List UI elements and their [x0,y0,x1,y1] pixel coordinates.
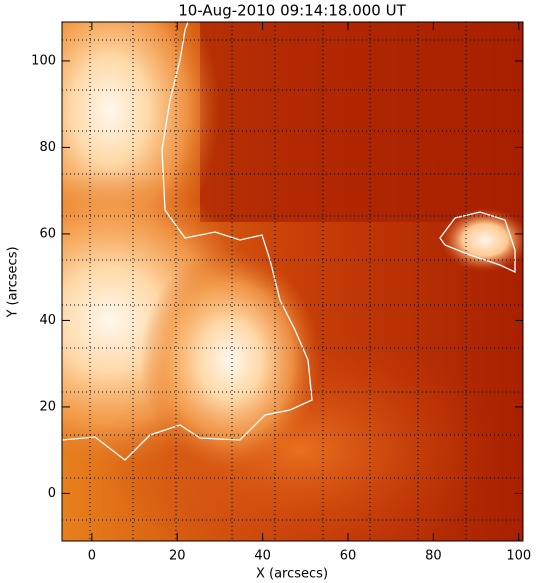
x-tick-label: 40 [254,549,271,564]
y-tick-label: 80 [39,140,56,155]
y-tick-label: 0 [48,486,56,501]
x-axis-label: X (arcsecs) [256,567,328,582]
y-tick-label: 20 [39,399,56,414]
x-tick-label: 100 [506,549,531,564]
solar-image [0,0,530,570]
y-tick-label: 40 [39,313,56,328]
chart-title: 10-Aug-2010 09:14:18.000 UT [178,2,406,20]
y-tick-label: 60 [39,226,56,241]
x-tick-label: 20 [169,549,186,564]
y-axis-label: Y (arcsecs) [6,246,21,318]
chart: 10-Aug-2010 09:14:18.000 UT X (arcsecs) … [0,0,536,583]
x-tick-label: 80 [425,549,442,564]
x-tick-label: 0 [88,549,96,564]
x-tick-label: 60 [340,549,357,564]
y-tick-label: 100 [31,53,56,68]
